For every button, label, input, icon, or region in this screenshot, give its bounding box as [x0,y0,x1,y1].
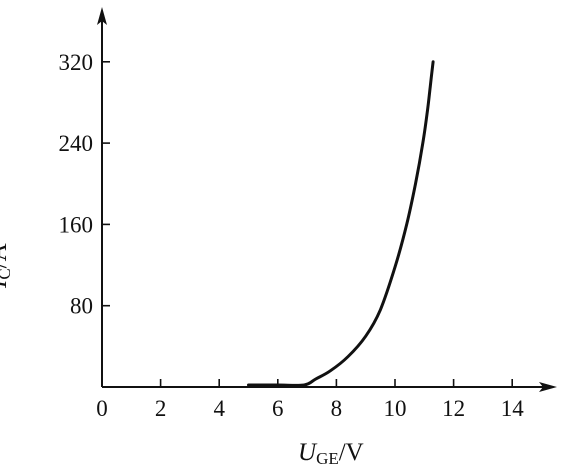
x-tick-label: 8 [331,396,343,421]
x-tick-label: 0 [96,396,108,421]
y-axis-label: IC/A [0,243,14,289]
x-tick-label: 4 [213,396,225,421]
ticks: 0 2 4 6 8 10 12 14 80 160 240 320 [59,50,525,421]
x-axis-label: UGE/V [298,439,364,467]
series-line [247,60,435,387]
x-tick-label: 6 [272,396,284,421]
y-tick-label: 240 [59,131,94,156]
x-tick-label: 12 [442,396,465,421]
x-tick-label: 14 [501,396,525,421]
x-tick-label: 10 [384,396,407,421]
y-tick-label: 160 [59,212,94,237]
y-tick-label: 320 [59,50,94,75]
x-tick-label: 2 [155,396,167,421]
x-axis-arrow [539,382,557,392]
series [247,60,435,387]
axes [97,7,557,392]
y-axis-arrow [97,7,107,25]
y-tick-label: 80 [70,294,93,319]
